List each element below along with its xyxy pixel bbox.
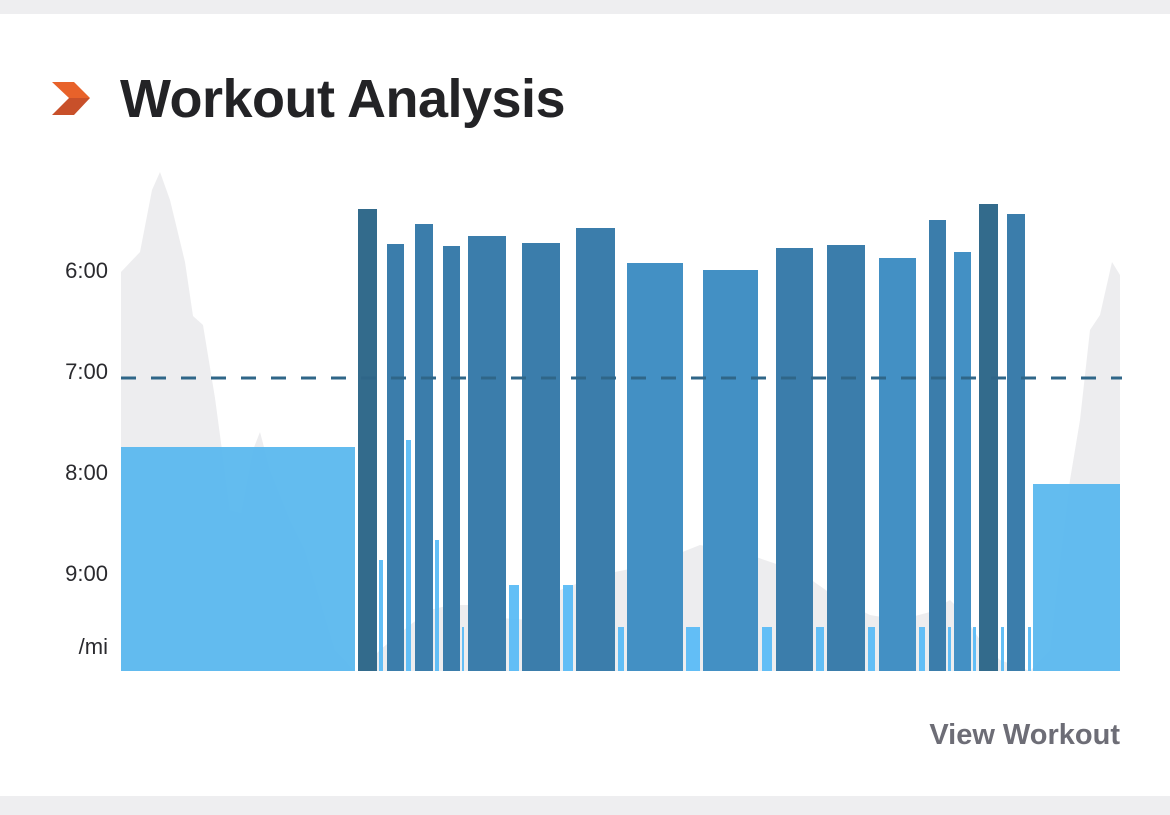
interval-bar[interactable]	[627, 263, 683, 671]
recovery-bar[interactable]	[948, 627, 951, 671]
y-tick-6: 6:00	[65, 258, 108, 283]
interval-bar[interactable]	[827, 245, 865, 671]
interval-bar[interactable]	[576, 228, 615, 671]
interval-bar[interactable]	[879, 258, 916, 671]
pace-bars	[121, 204, 1120, 671]
interval-bar[interactable]	[929, 220, 946, 671]
recovery-bar[interactable]	[1028, 627, 1031, 671]
interval-bar[interactable]	[703, 270, 758, 671]
interval-bar[interactable]	[358, 209, 377, 671]
interval-bar[interactable]	[954, 252, 971, 671]
y-tick-7: 7:00	[65, 359, 108, 384]
recovery-bar[interactable]	[919, 627, 925, 671]
recovery-bar[interactable]	[686, 627, 700, 671]
recovery-bar[interactable]	[816, 627, 824, 671]
interval-bar[interactable]	[776, 248, 813, 671]
recovery-bar[interactable]	[618, 627, 624, 671]
y-tick-8: 8:00	[65, 460, 108, 485]
interval-bar[interactable]	[522, 243, 560, 671]
recovery-bar[interactable]	[379, 560, 383, 671]
interval-bar[interactable]	[468, 236, 506, 671]
recovery-bar[interactable]	[406, 440, 411, 671]
recovery-bar[interactable]	[462, 627, 464, 671]
recovery-bar[interactable]	[509, 585, 519, 671]
recovery-bar[interactable]	[868, 627, 875, 671]
recovery-bar[interactable]	[1001, 627, 1004, 671]
recovery-bar[interactable]	[973, 627, 976, 671]
cooldown-bar[interactable]	[1033, 484, 1120, 671]
recovery-bar[interactable]	[762, 627, 772, 671]
warmup-bar[interactable]	[121, 447, 355, 671]
card-header: Workout Analysis	[52, 64, 566, 134]
y-tick-9: 9:00	[65, 561, 108, 586]
y-axis-unit: /mi	[78, 634, 108, 659]
interval-bar[interactable]	[387, 244, 404, 671]
card-title: Workout Analysis	[120, 69, 566, 129]
interval-bar[interactable]	[415, 224, 433, 671]
orange-chevron-icon	[52, 82, 90, 115]
interval-bar[interactable]	[443, 246, 460, 671]
recovery-bar[interactable]	[563, 585, 573, 671]
recovery-bar[interactable]	[435, 540, 439, 671]
interval-bar[interactable]	[1007, 214, 1025, 671]
interval-bar[interactable]	[979, 204, 998, 671]
view-workout-link[interactable]: View Workout	[929, 719, 1120, 751]
